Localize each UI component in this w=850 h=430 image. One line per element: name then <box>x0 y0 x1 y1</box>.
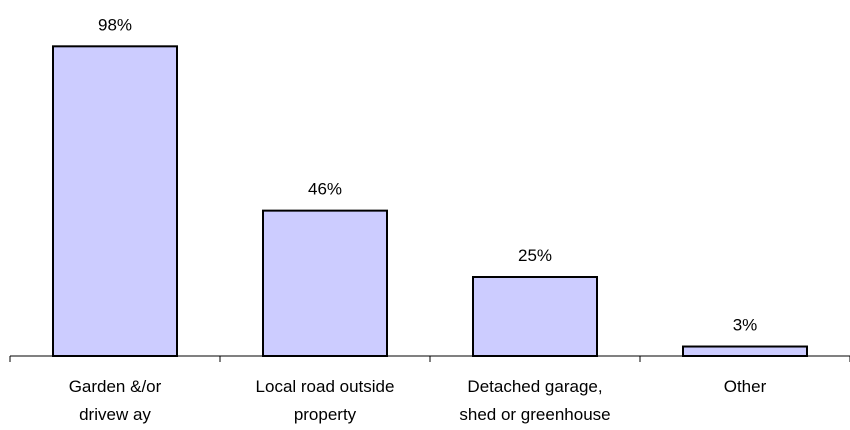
category-label: Garden &/or drivew ay <box>69 377 162 424</box>
category-label-line: Local road outside <box>256 377 395 396</box>
category-label: Local road outside property <box>256 377 395 424</box>
data-label: 3% <box>733 316 758 335</box>
category-label: Other <box>724 377 767 396</box>
data-label: 46% <box>308 180 342 199</box>
data-label: 25% <box>518 246 552 265</box>
bar <box>682 345 808 357</box>
category-label-line: shed or greenhouse <box>459 405 610 424</box>
data-labels-group: 98% 46% 25% 3% <box>98 15 757 334</box>
category-label: Detached garage, shed or greenhouse <box>459 377 610 424</box>
data-label: 98% <box>98 15 132 34</box>
category-label-line: Detached garage, <box>467 377 602 396</box>
category-label-line: Garden &/or <box>69 377 162 396</box>
bar <box>472 276 598 357</box>
category-label-line: property <box>294 405 357 424</box>
category-labels-group: Garden &/or drivew ay Local road outside pr… <box>69 377 767 424</box>
category-label-line: drivew ay <box>79 405 151 424</box>
bar <box>262 209 388 357</box>
bars-group <box>52 45 808 357</box>
bar <box>52 45 178 357</box>
x-axis <box>9 355 850 362</box>
category-label-line: Other <box>724 377 767 396</box>
